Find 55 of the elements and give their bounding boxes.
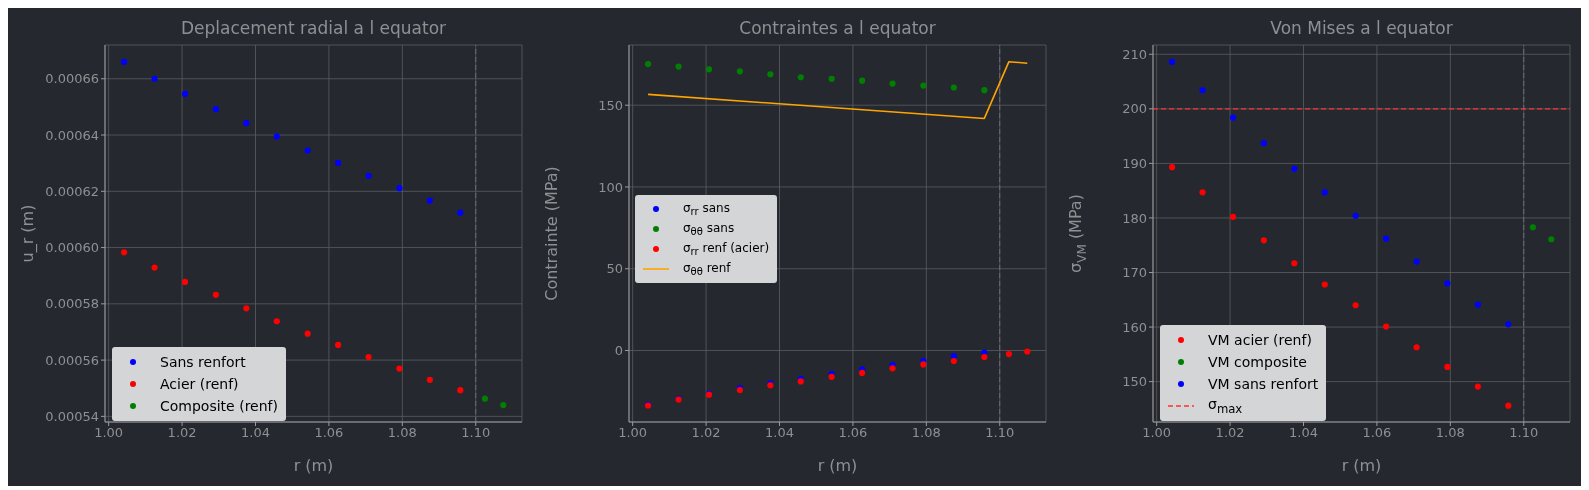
y-tick-label: 0.00056 bbox=[45, 352, 99, 368]
y-tick-label: 0.00064 bbox=[45, 127, 99, 143]
y-tick-label: 0.00060 bbox=[45, 240, 99, 256]
y-tick-label: 200 bbox=[1122, 101, 1147, 117]
x-tick-label: 1.04 bbox=[765, 425, 794, 441]
legend-label: Composite (renf) bbox=[160, 398, 278, 414]
y-tick-label: 150 bbox=[598, 97, 623, 113]
x-tick-label: 1.08 bbox=[387, 425, 417, 441]
y-tick-label: 50 bbox=[606, 261, 623, 277]
legend-label: σ$_{rr}$ renf (acier) bbox=[683, 240, 770, 258]
y-tick-label: 150 bbox=[1122, 374, 1147, 390]
legend-label: VM sans renfort bbox=[1208, 376, 1319, 392]
y-tick-label: 190 bbox=[1122, 156, 1147, 172]
x-tick-label: 1.02 bbox=[1215, 425, 1245, 441]
chart-title: Von Mises a l equator bbox=[1269, 18, 1454, 38]
legend-label: Acier (renf) bbox=[160, 376, 239, 392]
legend-label: σ$_{max}$ bbox=[1208, 396, 1243, 416]
y-tick-label: 0.00058 bbox=[45, 296, 99, 312]
x-tick-label: 1.04 bbox=[241, 425, 270, 441]
y-tick-label: 100 bbox=[598, 179, 623, 195]
y-axis-title: Contrainte (MPa) bbox=[541, 166, 561, 301]
legend-label: VM acier (renf) bbox=[1208, 332, 1312, 348]
y-tick-label: 0 bbox=[614, 343, 623, 359]
legend-label: σ$_{rr}$ sans bbox=[683, 200, 730, 218]
x-tick-label: 1.10 bbox=[1509, 425, 1539, 441]
x-tick-label: 1.06 bbox=[314, 425, 344, 441]
x-axis-title: r (m) bbox=[817, 456, 858, 475]
y-tick-label: 160 bbox=[1122, 319, 1147, 335]
x-tick-label: 1.00 bbox=[94, 425, 124, 441]
y-tick-label: 0.00062 bbox=[45, 183, 99, 199]
x-tick-label: 1.08 bbox=[911, 425, 941, 441]
y-tick-label: 0.00054 bbox=[45, 408, 99, 424]
y-axis-title: u_r (m) bbox=[17, 204, 38, 263]
x-tick-label: 1.10 bbox=[461, 425, 491, 441]
y-tick-label: 170 bbox=[1122, 265, 1147, 281]
chart-title: Deplacement radial a l equator bbox=[179, 18, 448, 38]
y-tick-label: 0.00066 bbox=[45, 71, 99, 87]
x-tick-label: 1.04 bbox=[1289, 425, 1318, 441]
x-tick-label: 1.00 bbox=[1142, 425, 1172, 441]
x-tick-label: 1.02 bbox=[691, 425, 721, 441]
x-axis-title: r (m) bbox=[293, 456, 334, 475]
legend-label: VM composite bbox=[1208, 354, 1307, 370]
y-tick-label: 180 bbox=[1122, 210, 1147, 226]
x-tick-label: 1.06 bbox=[838, 425, 868, 441]
legend-label: σ$_{θθ}$ renf bbox=[683, 260, 731, 278]
x-tick-label: 1.08 bbox=[1435, 425, 1465, 441]
x-tick-label: 1.10 bbox=[985, 425, 1015, 441]
x-tick-label: 1.02 bbox=[167, 425, 197, 441]
legend-label: σ$_{θθ}$ sans bbox=[683, 220, 735, 238]
legend-label: Sans renfort bbox=[160, 354, 246, 370]
y-tick-label: 210 bbox=[1122, 46, 1147, 62]
chart-title: Contraintes a l equator bbox=[738, 18, 937, 38]
x-tick-label: 1.00 bbox=[618, 425, 648, 441]
x-axis-title: r (m) bbox=[1341, 456, 1382, 475]
x-tick-label: 1.06 bbox=[1362, 425, 1392, 441]
